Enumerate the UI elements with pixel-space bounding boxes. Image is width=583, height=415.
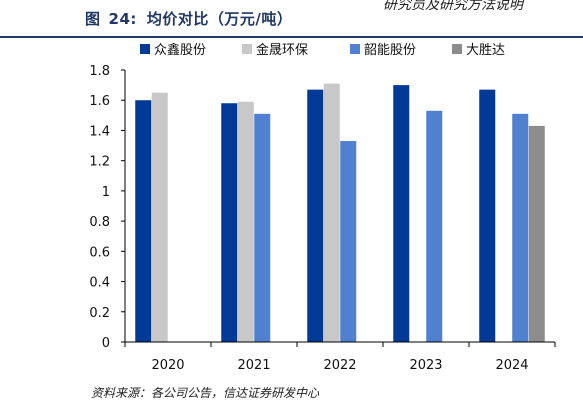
y-tick-label-9: 1.8 [89,64,110,79]
bar-2024-series-3 [512,113,529,342]
bar-2021-series-1 [221,103,238,342]
x-tick-label-2023: 2023 [409,358,442,373]
bar-2023-series-1 [393,85,410,342]
bar-2021-series-3 [254,113,271,342]
header-fragment: 研究员及研究方法说明 [383,0,523,10]
y-tick-label-3: 0.6 [89,245,110,260]
y-tick-label-1: 0.2 [89,306,110,321]
bar-2022-series-2 [323,83,340,342]
legend-swatch-4 [452,44,462,54]
figure-title-text: 均价对比（万元/吨） [146,10,293,28]
legend-swatch-2 [242,44,252,54]
x-tick-label-2020: 2020 [151,358,184,373]
legend-swatch-3 [350,44,360,54]
bar-2022-series-1 [307,89,324,343]
bar-2020-series-1 [135,100,152,342]
bar-2020-series-2 [151,92,168,343]
y-tick-label-0: 0 [102,336,110,351]
bar-2023-series-3 [426,110,443,342]
y-tick-label-8: 1.6 [89,94,110,109]
bar-2024-series-4 [528,125,545,343]
figure-number: 24: [108,10,137,28]
y-tick-label-6: 1.2 [89,155,110,170]
legend-label-4: 大胜达 [466,43,505,58]
bars [135,83,545,343]
source-note: 资料来源：各公司公告，信达证券研发中心 [91,386,320,400]
legend: 众鑫股份 金晟环保 韶能股份 大胜达 [140,42,505,58]
y-axis: 0 0.2 0.4 0.6 0.8 1 1.2 1.4 1.6 1.8 [89,64,126,351]
legend-swatch-1 [140,44,150,54]
legend-label-2: 金晟环保 [256,42,308,58]
x-axis: 2020 2021 2022 2023 2024 [124,341,556,373]
y-tick-label-5: 1 [102,185,110,200]
legend-label-1: 众鑫股份 [154,42,206,58]
y-tick-label-7: 1.4 [89,124,110,139]
x-tick-label-2022: 2022 [323,358,356,373]
x-tick-label-2021: 2021 [237,358,270,373]
bar-2024-series-1 [479,89,496,343]
legend-label-3: 韶能股份 [364,42,416,58]
figure-title: 图 24: 均价对比（万元/吨） [85,8,292,29]
x-tick-label-2024: 2024 [495,358,528,373]
bar-2021-series-2 [237,101,254,342]
title-underline [0,36,583,38]
y-tick-label-4: 0.8 [89,215,110,230]
y-tick-label-2: 0.4 [89,276,110,291]
bar-2022-series-3 [340,141,357,342]
figure-label: 图 [85,10,101,28]
